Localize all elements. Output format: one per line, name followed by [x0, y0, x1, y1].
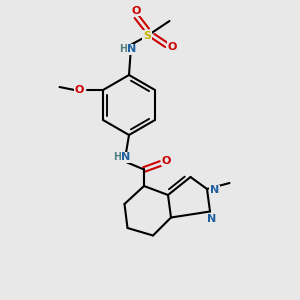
Text: N: N	[122, 152, 130, 163]
Text: O: O	[168, 41, 177, 52]
Text: N: N	[210, 185, 219, 196]
Text: O: O	[132, 5, 141, 16]
Text: H: H	[113, 152, 122, 163]
Text: O: O	[162, 155, 171, 166]
Text: S: S	[143, 31, 151, 41]
Text: H: H	[119, 44, 127, 55]
Text: O: O	[74, 85, 84, 95]
Text: N: N	[207, 214, 216, 224]
Text: N: N	[128, 44, 136, 55]
